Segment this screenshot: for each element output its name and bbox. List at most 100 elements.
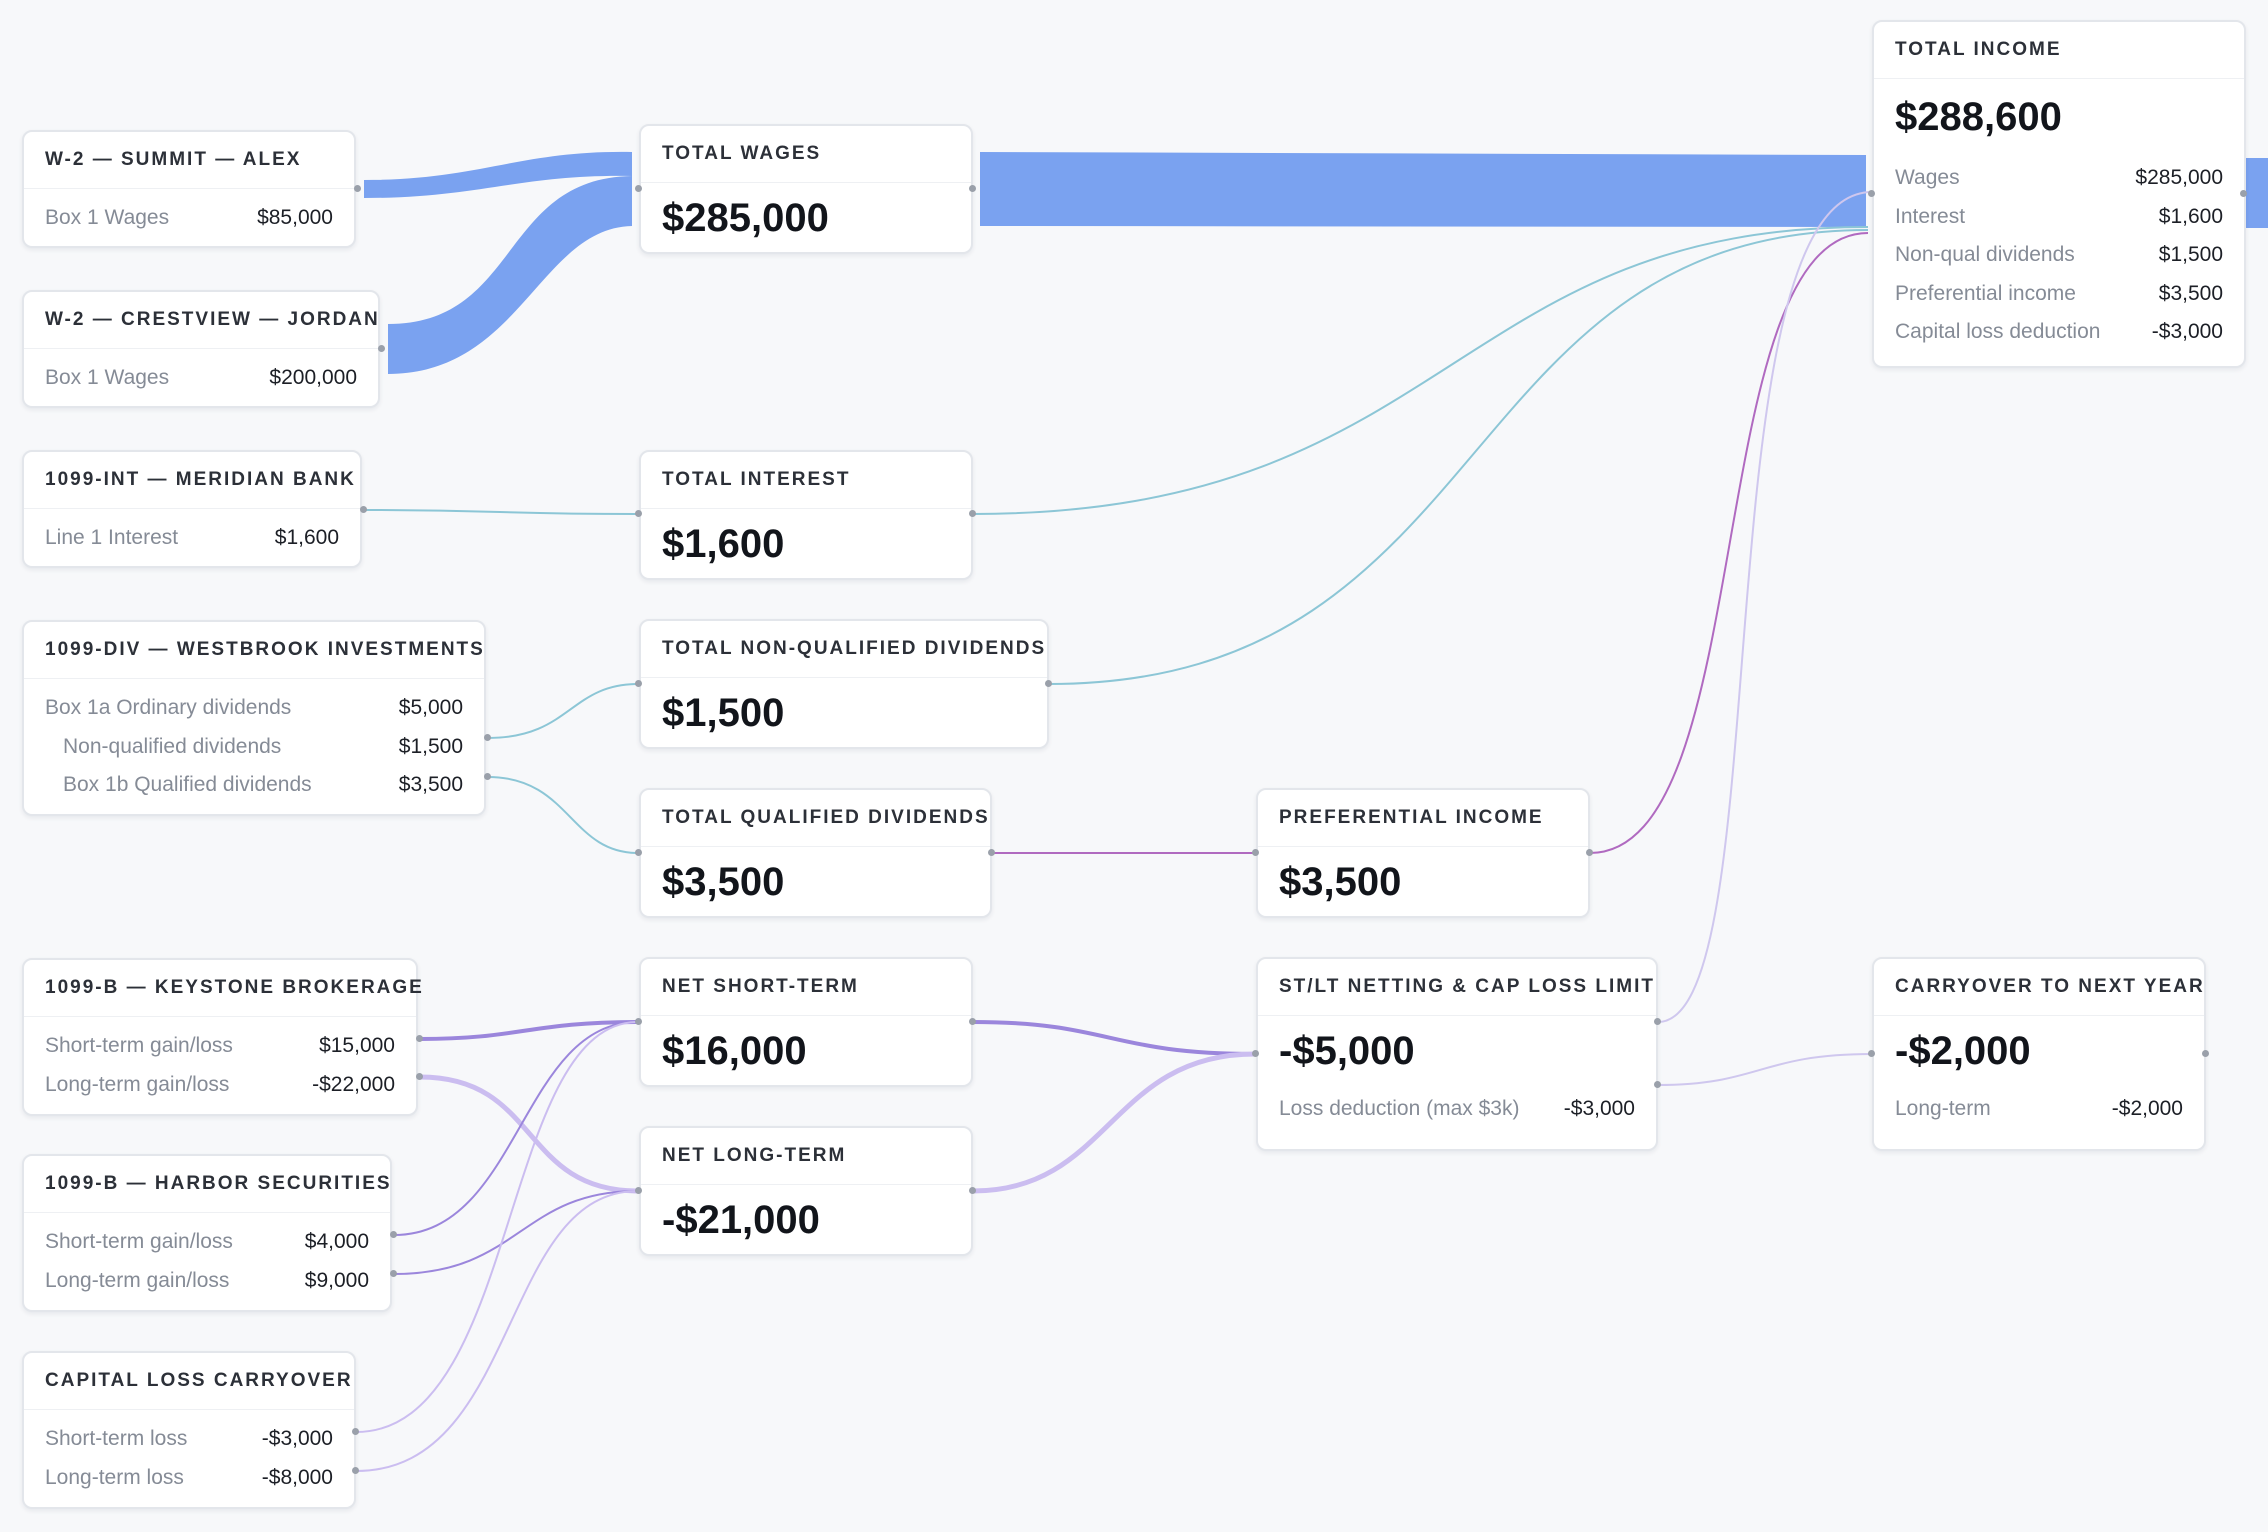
row-label: Box 1b Qualified dividends	[63, 773, 312, 797]
row-label: Long-term loss	[45, 1465, 184, 1489]
row-label: Line 1 Interest	[45, 526, 179, 550]
row-label: Long-term	[1895, 1097, 1991, 1121]
row-label: Loss deduction (max $3k)	[1279, 1097, 1520, 1121]
card-title: 1099-DIV — WESTBROOK INVESTMENTS	[24, 622, 484, 679]
w2-summit-alex-card[interactable]: W-2 — SUMMIT — ALEX Box 1 Wages $85,000	[22, 130, 356, 248]
row-short-term: Short-term gain/loss $15,000	[45, 1027, 395, 1066]
port-netting-out-carry[interactable]	[1654, 1081, 1661, 1088]
port-carryover-out-out[interactable]	[2202, 1050, 2209, 1057]
net-long-term-card[interactable]: NET LONG-TERM -$21,000	[639, 1126, 973, 1256]
total-income-card[interactable]: TOTAL INCOME $288,600 Wages $285,000 Int…	[1872, 20, 2246, 368]
total-interest-card[interactable]: TOTAL INTEREST $1,600	[639, 450, 973, 580]
card-title: 1099-B — KEYSTONE BROKERAGE	[24, 960, 422, 1017]
int-meridian-bank-card[interactable]: 1099-INT — MERIDIAN BANK Line 1 Interest…	[22, 450, 362, 568]
port-net-long-out[interactable]	[969, 1187, 976, 1194]
port-preferential-out[interactable]	[1586, 849, 1593, 856]
row-label: Preferential income	[1895, 281, 2076, 305]
port-carry-st-out[interactable]	[352, 1428, 359, 1435]
card-title: 1099-B — HARBOR SECURITIES	[24, 1156, 390, 1213]
port-w2-crestview-out[interactable]	[378, 345, 385, 352]
flow-netting-to-total-income	[1657, 191, 1873, 1023]
card-title: TOTAL INTEREST	[641, 452, 971, 509]
row-qualified-dividends: Box 1b Qualified dividends $3,500	[45, 766, 463, 805]
row-label: Box 1 Wages	[45, 366, 170, 390]
row-value: $1,500	[2158, 243, 2223, 267]
port-total-income-in[interactable]	[1868, 190, 1875, 197]
row-value: $9,000	[304, 1268, 369, 1292]
card-title: ST/LT NETTING & CAP LOSS LIMIT	[1258, 959, 1656, 1016]
card-amount: $285,000	[662, 196, 829, 240]
port-net-long-in[interactable]	[635, 1187, 642, 1194]
port-total-qual-in[interactable]	[635, 849, 642, 856]
card-title: NET LONG-TERM	[641, 1128, 971, 1185]
flow-netting-to-carryover-out	[1657, 1053, 1873, 1086]
div-westbrook-investments-card[interactable]: 1099-DIV — WESTBROOK INVESTMENTS Box 1a …	[22, 620, 486, 816]
w2-crestview-jordan-card[interactable]: W-2 — CRESTVIEW — JORDAN Box 1 Wages $20…	[22, 290, 380, 408]
row-value: $285,000	[2135, 166, 2223, 190]
flow-carry-st-to-net-short	[355, 1021, 639, 1433]
port-total-income-out[interactable]	[2240, 190, 2247, 197]
row-ordinary-dividends: Box 1a Ordinary dividends $5,000	[45, 689, 463, 728]
port-carry-lt-out[interactable]	[352, 1467, 359, 1474]
row-label: Box 1a Ordinary dividends	[45, 696, 292, 720]
net-short-term-card[interactable]: NET SHORT-TERM $16,000	[639, 957, 973, 1087]
port-keystone-lt-out[interactable]	[416, 1073, 423, 1080]
card-amount: $16,000	[662, 1029, 807, 1073]
port-total-nonqual-out[interactable]	[1045, 680, 1052, 687]
flow-w2-summit-to-total-wages	[364, 151, 632, 198]
port-div-qual-out[interactable]	[484, 773, 491, 780]
port-total-nonqual-in[interactable]	[635, 680, 642, 687]
port-netting-out-income[interactable]	[1654, 1018, 1661, 1025]
flow-keystone-lt-to-net-long	[419, 1074, 639, 1194]
row-label: Box 1 Wages	[45, 206, 170, 230]
capital-loss-carryover-card[interactable]: CAPITAL LOSS CARRYOVER Short-term loss -…	[22, 1351, 356, 1509]
row-value: -$3,000	[1563, 1097, 1635, 1121]
card-title: CAPITAL LOSS CARRYOVER	[24, 1353, 354, 1410]
port-harbor-st-out[interactable]	[390, 1231, 397, 1238]
row-box1-wages: Box 1 Wages $85,000	[45, 199, 333, 238]
row-label: Long-term gain/loss	[45, 1072, 230, 1096]
port-div-nonqual-out[interactable]	[484, 734, 491, 741]
row-label: Short-term gain/loss	[45, 1230, 233, 1254]
port-keystone-st-out[interactable]	[416, 1035, 423, 1042]
port-preferential-in[interactable]	[1252, 849, 1259, 856]
total-qualified-dividends-card[interactable]: TOTAL QUALIFIED DIVIDENDS $3,500	[639, 788, 992, 918]
row-value: -$3,000	[2151, 320, 2223, 344]
port-netting-in[interactable]	[1252, 1050, 1259, 1057]
port-int-meridian-out[interactable]	[360, 506, 367, 513]
card-title: CARRYOVER TO NEXT YEAR	[1874, 959, 2204, 1016]
port-w2-summit-out[interactable]	[354, 185, 361, 192]
port-total-qual-out[interactable]	[988, 849, 995, 856]
row-long-term: Long-term gain/loss $9,000	[45, 1262, 369, 1301]
flow-total-nonqual-to-total-income	[1048, 229, 1869, 685]
flow-preferential-to-total-income	[1589, 232, 1869, 854]
row-nonqualified-dividends: Non-qualified dividends $1,500	[45, 728, 463, 767]
row-preferential-income: Preferential income $3,500	[1895, 275, 2223, 314]
card-title: W-2 — SUMMIT — ALEX	[24, 132, 354, 189]
st-lt-netting-card[interactable]: ST/LT NETTING & CAP LOSS LIMIT -$5,000 L…	[1256, 957, 1658, 1151]
row-value: $4,000	[304, 1230, 369, 1254]
port-net-short-in[interactable]	[635, 1018, 642, 1025]
port-total-wages-in[interactable]	[635, 185, 642, 192]
total-wages-card[interactable]: TOTAL WAGES $285,000	[639, 124, 973, 254]
card-title: TOTAL NON-QUALIFIED DIVIDENDS	[641, 621, 1047, 678]
flow-harbor-st-to-net-short	[393, 1021, 639, 1236]
card-title: 1099-INT — MERIDIAN BANK	[24, 452, 360, 509]
port-carryover-out-in[interactable]	[1868, 1050, 1875, 1057]
b-keystone-brokerage-card[interactable]: 1099-B — KEYSTONE BROKERAGE Short-term g…	[22, 958, 422, 1116]
port-total-wages-out[interactable]	[969, 185, 976, 192]
flow-div-qual-to-total	[487, 776, 639, 854]
port-total-interest-out[interactable]	[969, 510, 976, 517]
port-total-interest-in[interactable]	[635, 510, 642, 517]
row-capital-loss-deduction: Capital loss deduction -$3,000	[1895, 313, 2223, 352]
b-harbor-securities-card[interactable]: 1099-B — HARBOR SECURITIES Short-term ga…	[22, 1154, 392, 1312]
total-nonqualified-dividends-card[interactable]: TOTAL NON-QUALIFIED DIVIDENDS $1,500	[639, 619, 1049, 749]
flow-w2-crestview-to-total-wages	[388, 176, 632, 374]
preferential-income-card[interactable]: PREFERENTIAL INCOME $3,500	[1256, 788, 1590, 918]
port-harbor-lt-out[interactable]	[390, 1270, 397, 1277]
port-net-short-out[interactable]	[969, 1018, 976, 1025]
row-label: Non-qual dividends	[1895, 243, 2075, 267]
carryover-to-next-year-card[interactable]: CARRYOVER TO NEXT YEAR -$2,000 Long-term…	[1872, 957, 2206, 1151]
row-value: $1,500	[398, 734, 463, 758]
